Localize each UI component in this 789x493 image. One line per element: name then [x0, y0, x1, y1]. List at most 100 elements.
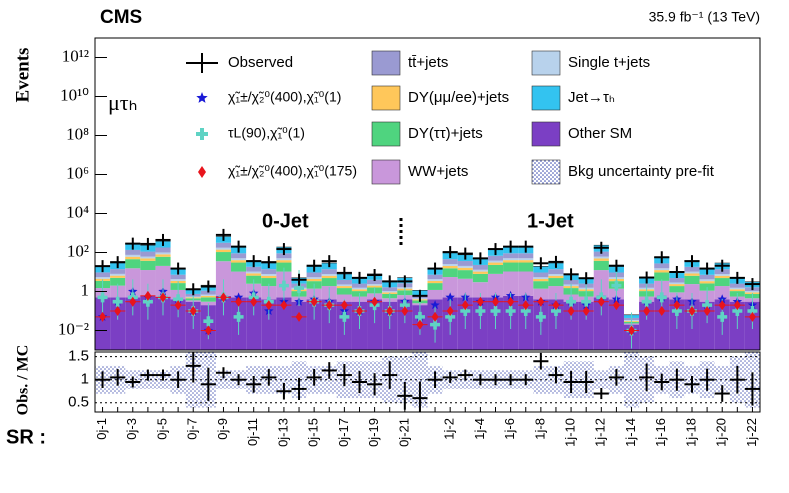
x-tick-label: 0j-13	[275, 418, 290, 447]
stack-bar	[382, 291, 398, 293]
stack-bar	[367, 284, 383, 286]
stack-bar	[593, 251, 609, 257]
x-tick-label: 0j-7	[185, 418, 200, 440]
stack-bar	[487, 255, 504, 261]
ratio-point	[367, 373, 383, 396]
stack-bar	[200, 297, 216, 302]
ratio-point	[503, 374, 519, 386]
ratio-point	[714, 385, 730, 402]
stack-bar	[714, 286, 730, 300]
observed-point	[427, 262, 443, 275]
observed-point	[397, 275, 413, 288]
stack-bar	[503, 258, 519, 261]
ratio-tick-label: 0.5	[68, 394, 89, 411]
stack-bar	[729, 283, 745, 288]
stack-bar	[336, 284, 352, 287]
legend-label: DY(μμ/ee)+jets	[408, 89, 509, 106]
observed-point	[578, 272, 594, 285]
stack-bar	[200, 294, 216, 296]
stack-bar	[593, 256, 609, 259]
region-label: 0-Jet	[262, 210, 309, 232]
stack-bar	[321, 299, 337, 350]
stack-bar	[563, 279, 579, 285]
stack-bar	[215, 247, 232, 250]
stack-bar	[336, 294, 352, 302]
stack-bar	[155, 297, 171, 350]
stack-bar	[95, 297, 111, 350]
y-tick-label: 10⁴	[66, 202, 89, 221]
stack-bar	[231, 258, 247, 261]
stack-bar	[215, 261, 232, 296]
stack-bar	[533, 266, 549, 273]
stack-bar	[654, 270, 670, 273]
stack-bar	[261, 275, 277, 279]
stack-bar	[457, 270, 473, 279]
stack-bar	[487, 264, 504, 274]
y-axis-label: Events	[12, 48, 33, 103]
signal-marker	[430, 300, 440, 310]
ratio-point	[306, 369, 322, 386]
stack-bar	[487, 260, 504, 263]
stack-bar	[518, 260, 534, 263]
stack-bar	[457, 278, 473, 298]
stack-bar	[457, 265, 473, 268]
x-tick-label: 0j-17	[336, 418, 351, 447]
legend-label: Observed	[228, 54, 293, 71]
stack-bar	[639, 301, 655, 350]
stack-bar	[367, 285, 383, 288]
ratio-point	[170, 371, 186, 388]
observed-point	[321, 255, 337, 268]
legend-swatch	[531, 85, 561, 111]
observed-point	[185, 283, 201, 296]
observed-point	[699, 262, 715, 275]
observed-point	[351, 271, 368, 284]
observed-point	[518, 240, 534, 253]
stack-bar	[110, 277, 126, 286]
stack-bar	[457, 267, 473, 271]
stack-bar	[231, 271, 247, 298]
y-tick-label: 10¹⁰	[60, 85, 89, 104]
stack-bar	[699, 283, 715, 291]
stack-bar	[684, 284, 700, 300]
legend-label: χ̃₁±/χ̃₂⁰(400),χ̃₁⁰(1)	[228, 89, 341, 105]
observed-point	[563, 268, 579, 281]
ratio-point	[729, 365, 745, 394]
stack-bar	[487, 273, 504, 298]
ratio-point	[185, 352, 201, 383]
legend-swatch	[371, 85, 401, 111]
legend-swatch	[371, 159, 401, 185]
ratio-point	[427, 371, 443, 388]
x-tick-label: 1j-6	[502, 418, 517, 440]
stack-bar	[457, 261, 473, 266]
x-axis-label: SR :	[6, 426, 46, 448]
x-tick-label: 0j-11	[245, 418, 260, 446]
stack-bar	[548, 269, 564, 274]
observed-point	[261, 256, 277, 269]
ratio-point	[276, 382, 292, 400]
stack-bar	[744, 291, 760, 293]
ratio-point	[533, 352, 549, 370]
stack-bar	[110, 269, 126, 274]
observed-point	[306, 259, 322, 272]
uncertainty-band	[714, 365, 730, 394]
stack-bar	[125, 256, 141, 260]
stack-bar	[563, 301, 579, 350]
legend-label: Bkg uncertainty pre-fit	[568, 163, 715, 180]
stack-bar	[548, 286, 564, 300]
stack-bar	[231, 262, 247, 272]
ratio-point	[457, 369, 473, 381]
stack-bar	[261, 269, 277, 274]
observed-point	[200, 280, 216, 293]
ratio-point	[95, 371, 111, 388]
ratio-point	[351, 370, 368, 394]
stack-bar	[291, 301, 307, 350]
stack-bar	[684, 266, 700, 272]
observed-point	[215, 228, 232, 241]
stack-bar	[155, 254, 171, 257]
stack-bar	[593, 258, 609, 261]
stack-bar	[654, 272, 670, 281]
uncertainty-band	[276, 365, 292, 394]
stack-bar	[442, 268, 458, 278]
stack-bar	[608, 299, 624, 350]
region-label: 1-Jet	[527, 210, 574, 232]
